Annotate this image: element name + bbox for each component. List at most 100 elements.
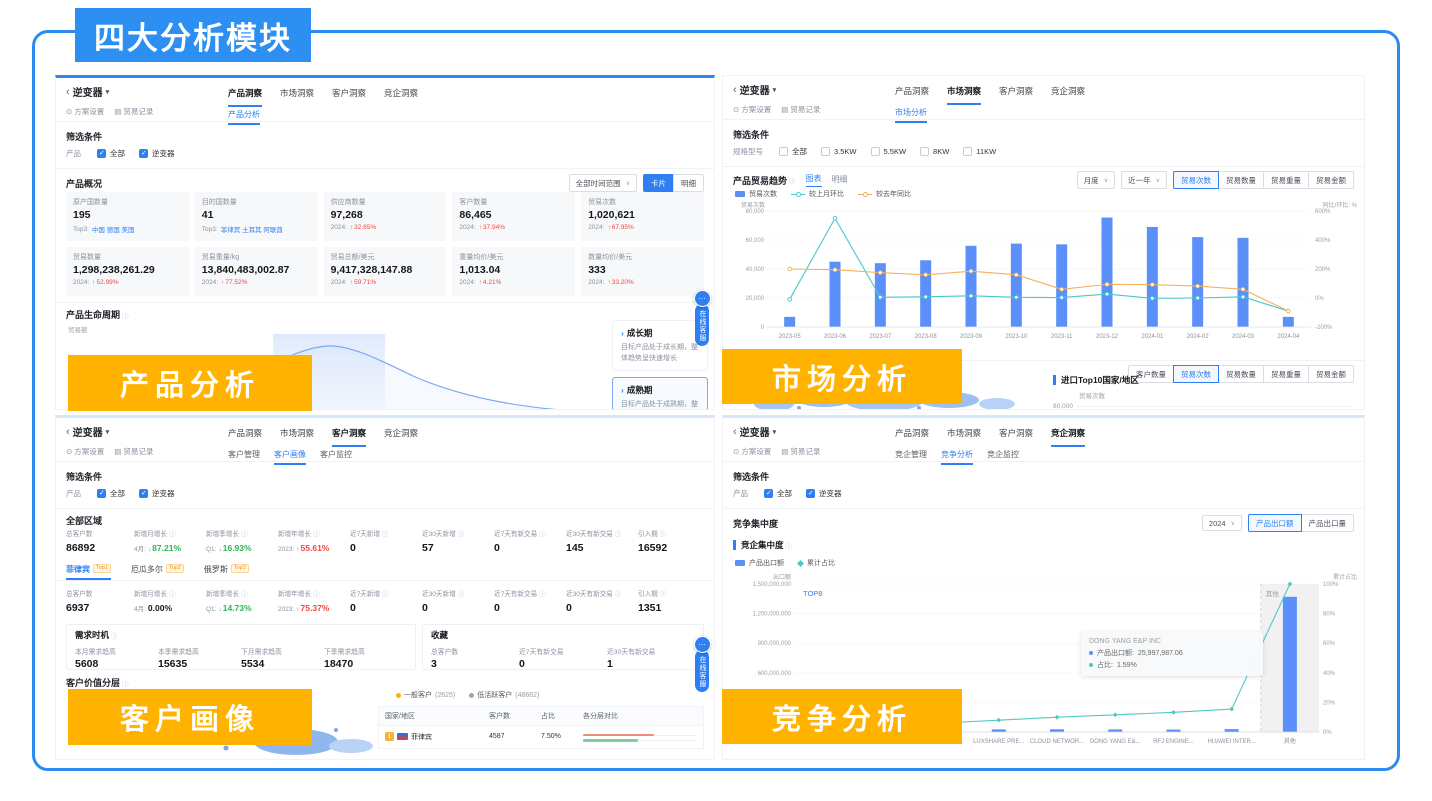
back-icon[interactable]: ‹ <box>733 425 737 438</box>
legend-swatch-icon <box>858 192 872 198</box>
detail-view-toggle[interactable]: 明细 <box>831 174 848 184</box>
legend-item-贸易次数[interactable]: 贸易次数 <box>735 189 777 199</box>
subtab-产品分析[interactable]: 产品分析 <box>228 109 260 125</box>
checkbox-逆变器[interactable]: 逆变器 <box>806 488 842 499</box>
metric-button-贸易数量[interactable]: 贸易数量 <box>1218 171 1264 189</box>
scheme-setting-link[interactable]: ⊙ 方案设置 <box>733 447 772 456</box>
table-row[interactable]: 1 菲律宾 4587 7.50% <box>378 726 704 749</box>
checkbox-全部[interactable]: 全部 <box>779 146 807 157</box>
tab-竞企洞察[interactable]: 竞企洞察 <box>384 88 419 98</box>
subtab-客户管理[interactable]: 客户管理 <box>228 450 260 459</box>
tab-市场洞察[interactable]: 市场洞察 <box>947 85 982 105</box>
subtab-竞争分析[interactable]: 竞争分析 <box>941 449 973 465</box>
scheme-setting-link[interactable]: ⊙ 方案设置 <box>66 107 105 116</box>
tab-竞企洞察[interactable]: 竞企洞察 <box>1051 86 1086 96</box>
top3-links[interactable]: 中国 德国 美国 <box>91 227 135 234</box>
info-icon: ⓘ <box>240 591 248 598</box>
checkbox-全部[interactable]: 全部 <box>764 488 792 499</box>
panel-header: ‹ 逆变器 ▾ ⊙ 方案设置 ▤ 贸易记录 产品洞察 市场洞察 客户洞察 竞企洞察 客户管理 客户画像 客… <box>56 418 714 465</box>
value-legend-item[interactable]: 一般客户 (2625) <box>396 690 455 700</box>
trade-record-link[interactable]: ▤ 贸易记录 <box>114 107 154 116</box>
tab-客户洞察[interactable]: 客户洞察 <box>332 88 367 98</box>
subtab-客户画像[interactable]: 客户画像 <box>274 449 306 465</box>
tab-市场洞察[interactable]: 市场洞察 <box>280 88 315 98</box>
checkbox-3.5KW[interactable]: 3.5KW <box>821 147 857 156</box>
subtab-客户监控[interactable]: 客户监控 <box>320 450 352 459</box>
legend-item-累计占比[interactable]: 累计占比 <box>796 558 835 568</box>
time-range-select[interactable]: 全部时间范围 ∨ <box>568 174 637 192</box>
layer-compare-bars <box>583 730 697 744</box>
value-legend-item[interactable]: 低活跃客户 (48662) <box>469 690 539 700</box>
metric-button-贸易重量[interactable]: 贸易重量 <box>1263 365 1309 383</box>
checkbox-逆变器[interactable]: 逆变器 <box>139 488 175 499</box>
country-tab-菲律宾[interactable]: 菲律宾 Top1 <box>66 564 111 580</box>
back-icon[interactable]: ‹ <box>66 85 70 98</box>
product-selector[interactable]: 逆变器 <box>72 428 103 439</box>
product-selector[interactable]: 逆变器 <box>739 86 770 97</box>
country-tab-厄瓜多尔[interactable]: 厄瓜多尔 Top2 <box>131 564 184 580</box>
tab-产品洞察[interactable]: 产品洞察 <box>228 87 263 107</box>
legend-item-较去年同比[interactable]: 较去年同比 <box>858 189 911 199</box>
trade-record-link[interactable]: ▤ 贸易记录 <box>781 447 821 456</box>
range-select[interactable]: 近一年 ∨ <box>1121 171 1167 189</box>
checkbox-逆变器[interactable]: 逆变器 <box>139 148 175 159</box>
metric-button-贸易金额[interactable]: 贸易金额 <box>1308 365 1354 383</box>
card-view-button[interactable]: 卡片 <box>643 174 674 192</box>
checkbox-8KW[interactable]: 8KW <box>920 147 949 156</box>
scheme-setting-link[interactable]: ⊙ 方案设置 <box>66 447 105 456</box>
subtab-竞企管理[interactable]: 竞企管理 <box>895 450 927 459</box>
tab-产品洞察[interactable]: 产品洞察 <box>895 86 930 96</box>
product-selector[interactable]: 逆变器 <box>739 428 770 439</box>
top3-links[interactable]: 菲律宾 土耳其 阿联酋 <box>220 227 283 234</box>
chat-bubble-icon: ⋯ <box>693 636 711 653</box>
svg-text:40,000: 40,000 <box>746 267 765 273</box>
scheme-setting-link[interactable]: ⊙ 方案设置 <box>733 105 772 114</box>
trade-trend-chart[interactable]: 0 -200% 20,000 0% 40,000 200% 60,000 400% 80,000… <box>729 199 1359 357</box>
stat-cell: 引入期 ⓘ 16592 <box>638 531 668 554</box>
metric-button-贸易重量[interactable]: 贸易重量 <box>1263 171 1309 189</box>
metric-button-贸易金额[interactable]: 贸易金额 <box>1308 171 1354 189</box>
tab-产品洞察[interactable]: 产品洞察 <box>228 428 263 438</box>
back-icon[interactable]: ‹ <box>66 425 70 438</box>
checkbox-icon <box>764 489 773 498</box>
metric-button-产品出口额[interactable]: 产品出口额 <box>1248 514 1302 532</box>
country-tab-俄罗斯[interactable]: 俄罗斯 Top3 <box>204 564 249 580</box>
metric-button-产品出口量[interactable]: 产品出口量 <box>1300 514 1354 532</box>
tab-客户洞察[interactable]: 客户洞察 <box>999 86 1034 96</box>
tab-客户洞察[interactable]: 客户洞察 <box>332 427 367 447</box>
tab-市场洞察[interactable]: 市场洞察 <box>947 428 982 438</box>
legend-item-产品出口额[interactable]: 产品出口额 <box>735 558 784 568</box>
checkbox-全部[interactable]: 全部 <box>97 148 125 159</box>
product-selector[interactable]: 逆变器 <box>72 88 103 99</box>
back-icon[interactable]: ‹ <box>733 83 737 96</box>
online-service-widget[interactable]: ⋯ 在线客服 <box>692 636 712 692</box>
checkbox-11KW[interactable]: 11KW <box>963 147 996 156</box>
tab-竞企洞察[interactable]: 竞企洞察 <box>384 428 419 438</box>
svg-text:2023-12: 2023-12 <box>1096 334 1119 340</box>
frequency-select[interactable]: 月度 ∨ <box>1076 171 1116 189</box>
checkbox-5.5KW[interactable]: 5.5KW <box>870 147 906 156</box>
tab-客户洞察[interactable]: 客户洞察 <box>999 428 1034 438</box>
legend-item-较上月环比[interactable]: 较上月环比 <box>791 189 844 199</box>
online-service-widget[interactable]: ⋯ 在线客服 <box>692 290 712 346</box>
info-icon: ⓘ <box>122 313 129 320</box>
subtab-竞企监控[interactable]: 竞企监控 <box>987 450 1019 459</box>
trade-record-link[interactable]: ▤ 贸易记录 <box>114 447 154 456</box>
metric-button-客户数量[interactable]: 客户数量 <box>1128 365 1174 383</box>
legend-swatch-icon <box>796 559 805 567</box>
metric-button-贸易次数[interactable]: 贸易次数 <box>1173 365 1219 383</box>
year-select[interactable]: 2024 ∨ <box>1201 515 1242 531</box>
tab-竞企洞察[interactable]: 竞企洞察 <box>1051 427 1086 447</box>
checkbox-全部[interactable]: 全部 <box>97 488 125 499</box>
tab-产品洞察[interactable]: 产品洞察 <box>895 428 930 438</box>
outer-border-frame <box>32 30 1400 771</box>
subtab-市场分析[interactable]: 市场分析 <box>895 107 927 123</box>
chart-view-toggle[interactable]: 图表 <box>805 173 822 187</box>
metric-button-贸易次数[interactable]: 贸易次数 <box>1173 171 1219 189</box>
demand-timing-box: 需求时机 ⓘ 本月需求趋高 5608 本季需求趋高 15635 下月需求趋高 5534 下季需… <box>66 624 416 670</box>
detail-view-button[interactable]: 明细 <box>673 174 704 192</box>
tab-市场洞察[interactable]: 市场洞察 <box>280 428 315 438</box>
trade-record-link[interactable]: ▤ 贸易记录 <box>781 105 821 114</box>
